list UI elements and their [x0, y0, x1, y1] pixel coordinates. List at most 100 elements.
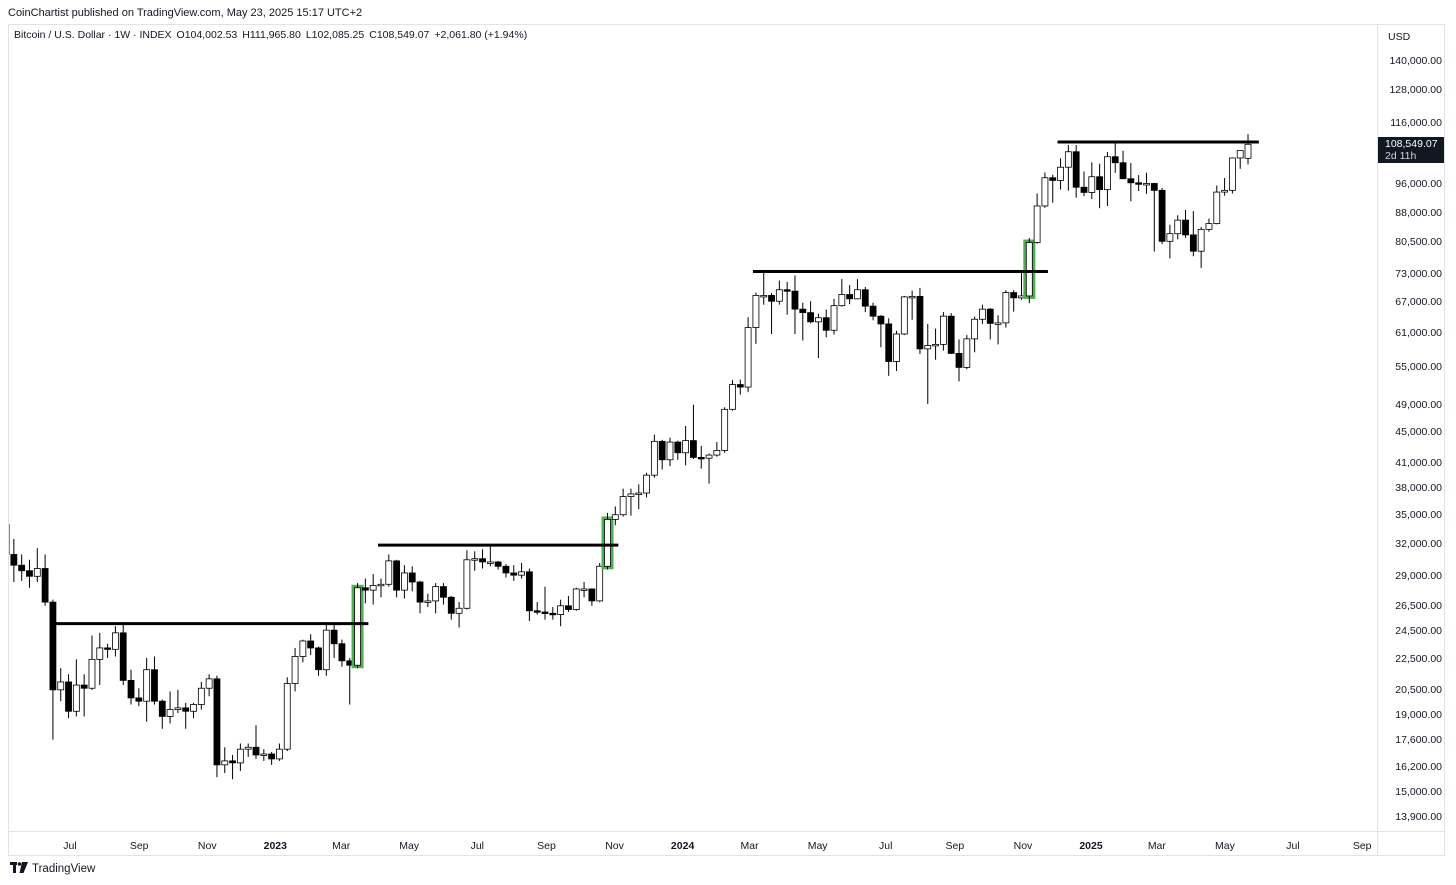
candle-up[interactable]: [760, 295, 768, 298]
candle-down[interactable]: [26, 570, 33, 577]
candle-down[interactable]: [861, 289, 869, 307]
candle-up[interactable]: [236, 748, 244, 764]
candle-up[interactable]: [635, 492, 643, 495]
candle-down[interactable]: [588, 588, 596, 602]
candle-down[interactable]: [307, 640, 315, 649]
candle-down[interactable]: [807, 312, 814, 323]
candle-down[interactable]: [80, 684, 88, 689]
candle-up[interactable]: [276, 748, 283, 760]
candle-up[interactable]: [682, 440, 690, 454]
candle-up[interactable]: [666, 441, 674, 461]
candle-down[interactable]: [440, 586, 447, 598]
candle-down[interactable]: [10, 554, 18, 566]
candle-down[interactable]: [822, 317, 830, 331]
candle-down[interactable]: [1135, 182, 1143, 185]
tradingview-brand[interactable]: TradingView: [10, 862, 95, 876]
candle-up[interactable]: [72, 684, 80, 712]
candle-down[interactable]: [791, 290, 799, 310]
candle-down[interactable]: [1189, 234, 1197, 252]
candle-up[interactable]: [57, 681, 65, 691]
candle-up[interactable]: [1174, 219, 1182, 235]
candle-up[interactable]: [729, 384, 736, 410]
candle-up[interactable]: [979, 308, 986, 320]
candle-down[interactable]: [541, 611, 549, 614]
candle-up[interactable]: [604, 519, 611, 567]
candle-down[interactable]: [479, 558, 486, 563]
candle-up[interactable]: [963, 338, 971, 368]
candle-down[interactable]: [533, 610, 541, 613]
candle-up[interactable]: [924, 345, 932, 350]
candle-up[interactable]: [1033, 205, 1041, 243]
candle-down[interactable]: [393, 560, 401, 591]
candle-down[interactable]: [119, 632, 127, 681]
candle-up[interactable]: [627, 493, 635, 497]
candle-down[interactable]: [877, 315, 885, 325]
candle-down[interactable]: [1096, 176, 1104, 191]
candle-down[interactable]: [1119, 162, 1127, 180]
candle-down[interactable]: [104, 647, 111, 650]
candle-down[interactable]: [674, 441, 682, 454]
candle-up[interactable]: [33, 568, 41, 577]
candle-up[interactable]: [244, 746, 252, 750]
candle-down[interactable]: [947, 315, 955, 354]
candle-up[interactable]: [572, 588, 580, 610]
candle-up[interactable]: [713, 450, 721, 456]
candle-up[interactable]: [893, 333, 900, 362]
candle-up[interactable]: [705, 454, 713, 459]
candle-up[interactable]: [166, 709, 174, 717]
candle-up[interactable]: [815, 317, 822, 323]
candle-up[interactable]: [143, 669, 151, 702]
candle-up[interactable]: [463, 559, 471, 609]
candle-up[interactable]: [291, 656, 299, 684]
candle-up[interactable]: [596, 565, 604, 602]
candle-up[interactable]: [775, 289, 783, 302]
candle-down[interactable]: [1010, 292, 1018, 299]
candle-up[interactable]: [908, 295, 916, 299]
candle-down[interactable]: [736, 384, 744, 388]
candle-up[interactable]: [96, 647, 104, 660]
candle-down[interactable]: [1080, 186, 1088, 193]
candle-down[interactable]: [330, 629, 338, 645]
candle-down[interactable]: [182, 707, 190, 712]
candle-up[interactable]: [1205, 223, 1213, 230]
candle-down[interactable]: [690, 440, 697, 458]
candle-up[interactable]: [205, 678, 213, 689]
candle-down[interactable]: [697, 457, 705, 460]
candle-up[interactable]: [471, 558, 479, 561]
candle-up[interactable]: [424, 600, 432, 603]
candle-down[interactable]: [986, 308, 994, 324]
candle-down[interactable]: [799, 308, 807, 314]
candle-up[interactable]: [299, 640, 307, 657]
candle-up[interactable]: [650, 440, 658, 476]
candle-down[interactable]: [151, 669, 158, 702]
candle-up[interactable]: [518, 571, 525, 576]
candle-up[interactable]: [752, 295, 760, 328]
candle-up[interactable]: [932, 343, 939, 347]
candle-down[interactable]: [494, 561, 502, 567]
candle-down[interactable]: [658, 440, 666, 461]
candle-up[interactable]: [1236, 150, 1244, 159]
candle-down[interactable]: [1127, 178, 1135, 184]
candle-up[interactable]: [1228, 157, 1236, 191]
candle-down[interactable]: [229, 760, 236, 764]
candle-up[interactable]: [830, 305, 838, 331]
candle-down[interactable]: [361, 587, 369, 591]
candle-down[interactable]: [268, 753, 276, 760]
candle-up[interactable]: [1197, 228, 1205, 252]
candle-down[interactable]: [768, 295, 775, 302]
candle-up[interactable]: [401, 572, 408, 591]
candle-up[interactable]: [854, 289, 861, 300]
candle-up[interactable]: [432, 586, 440, 602]
candle-up[interactable]: [619, 496, 627, 516]
candle-up[interactable]: [385, 560, 393, 585]
candle-up[interactable]: [1143, 183, 1150, 186]
candle-up[interactable]: [838, 294, 846, 307]
candle-up[interactable]: [557, 605, 565, 615]
candle-down[interactable]: [447, 596, 455, 614]
candle-up[interactable]: [971, 318, 979, 340]
candle-down[interactable]: [869, 305, 877, 317]
candle-down[interactable]: [549, 612, 557, 616]
candle-up[interactable]: [939, 315, 947, 345]
candle-up[interactable]: [322, 629, 330, 671]
